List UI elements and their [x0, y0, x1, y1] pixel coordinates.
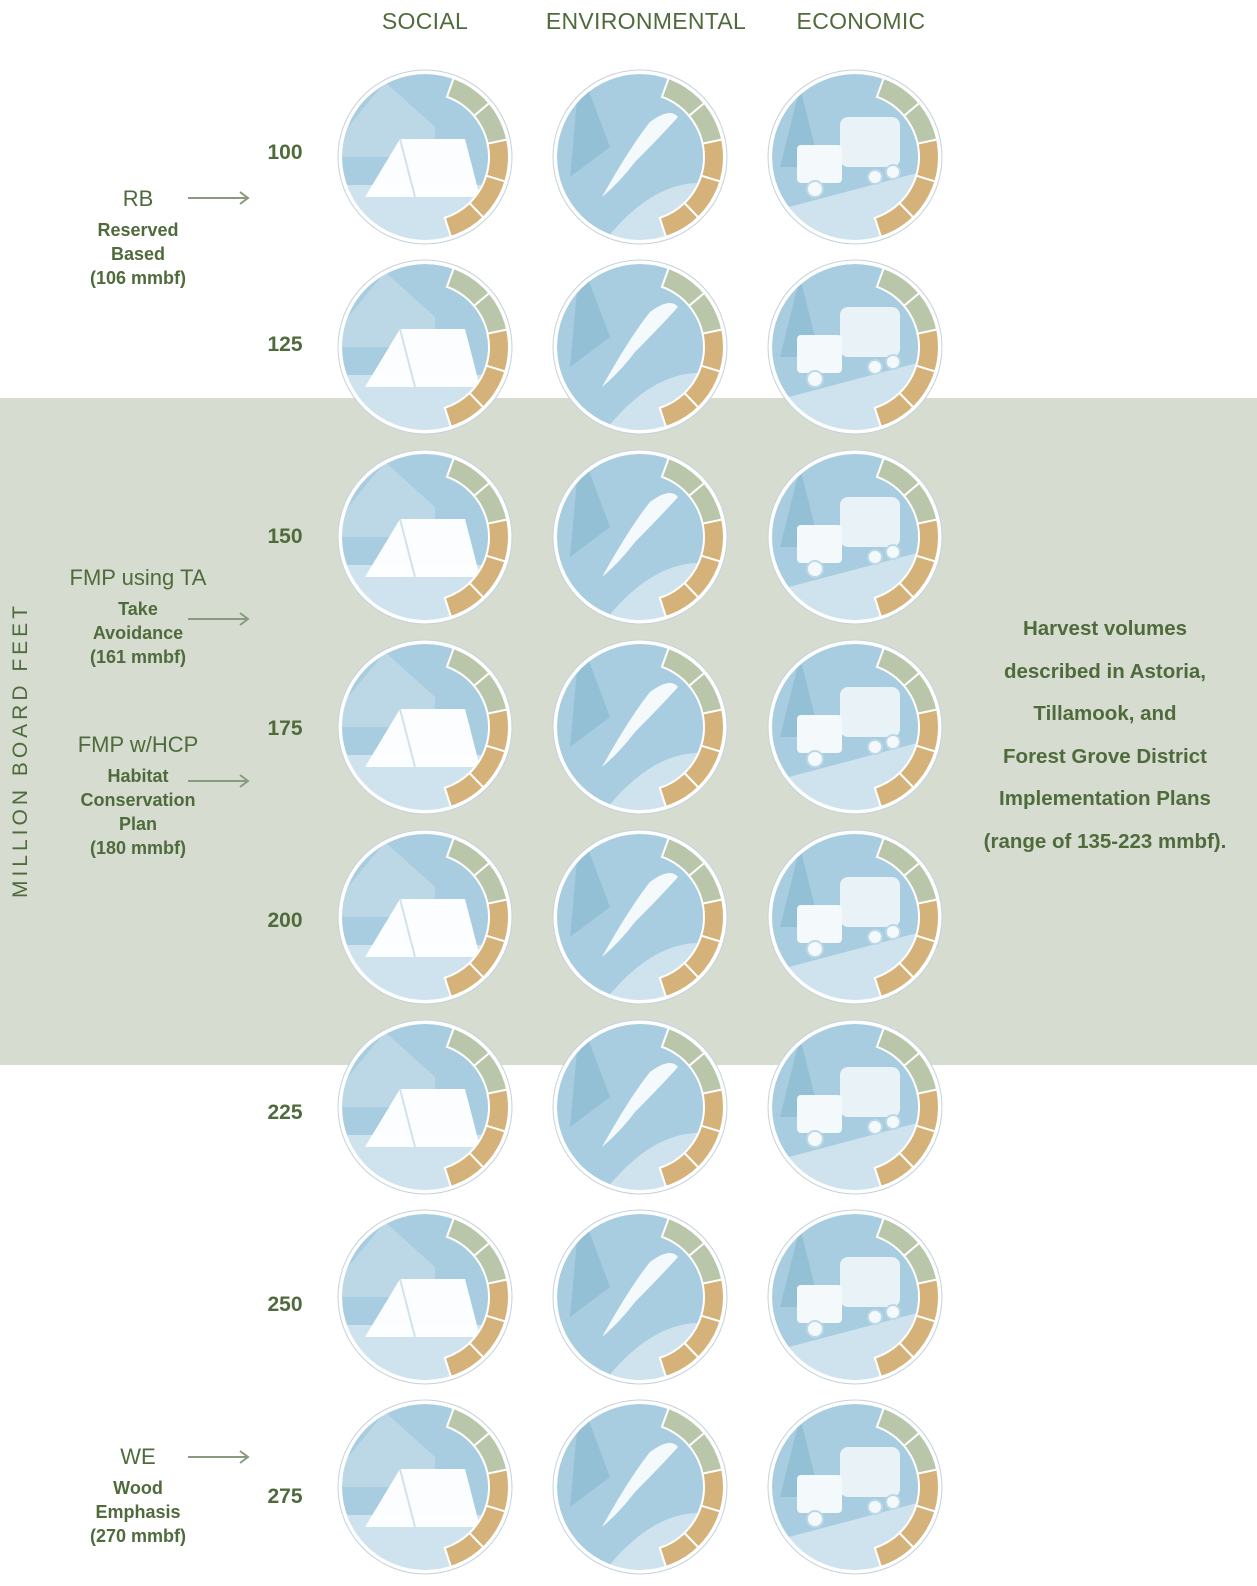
row-value: 100: [267, 141, 303, 164]
row-value: 175: [267, 717, 303, 740]
arrow-right-icon: [188, 1450, 250, 1464]
arrow-right-icon: [188, 191, 250, 205]
column-header-social: SOCIAL: [381, 8, 469, 34]
gauge-salmon-icon: [552, 259, 728, 435]
gauge-salmon-icon: [552, 449, 728, 625]
gauge-tent-icon: [337, 69, 513, 245]
alternative-code: FMP using TA: [69, 565, 207, 590]
alternative-desc-line: Emphasis: [95, 1502, 181, 1522]
gauge-salmon-icon: [552, 1019, 728, 1195]
gauge-logging-truck-icon: [767, 1019, 943, 1195]
alternative-desc-line: (180 mmbf): [89, 838, 187, 858]
alternative-code: RB: [122, 186, 154, 211]
note-line: Implementation Plans: [999, 787, 1211, 810]
gauge-logging-truck-icon: [767, 69, 943, 245]
note-line: Forest Grove District: [1003, 744, 1207, 768]
gauge-tent-icon: [337, 829, 513, 1005]
note-line: described in Astoria,: [1003, 659, 1207, 683]
alternative-desc-line: Reserved: [97, 220, 179, 240]
alternative-rb: RB Reserved Based (106 mmbf): [48, 186, 228, 290]
alternative-code: WE: [120, 1444, 156, 1469]
alternative-we: WE Wood Emphasis (270 mmbf): [48, 1444, 228, 1548]
alternative-desc-line: Plan: [118, 814, 157, 834]
row-value: 125: [267, 333, 303, 356]
row-value: 150: [267, 525, 303, 548]
gauge-tent-icon: [337, 449, 513, 625]
column-header-environmental: ENVIRONMENTAL: [545, 8, 747, 34]
gauge-tent-icon: [337, 1209, 513, 1385]
alternative-code: FMP w/HCP: [77, 732, 199, 757]
gauge-tent-icon: [337, 1399, 513, 1575]
gauge-logging-truck-icon: [767, 829, 943, 1005]
row-value: 200: [267, 909, 303, 932]
gauge-logging-truck-icon: [767, 1209, 943, 1385]
alternative-fmp-ta: FMP using TA Take Avoidance (161 mmbf): [48, 565, 228, 669]
alternative-desc-line: (161 mmbf): [89, 647, 187, 667]
alternative-desc-line: Conservation: [80, 790, 196, 810]
row-value: 275: [267, 1485, 303, 1508]
row-value: 250: [267, 1293, 303, 1316]
gauge-logging-truck-icon: [767, 639, 943, 815]
gauge-logging-truck-icon: [767, 259, 943, 435]
note-line: Tillamook, and: [1033, 702, 1177, 725]
gauge-salmon-icon: [552, 639, 728, 815]
gauge-tent-icon: [337, 259, 513, 435]
column-header-economic: ECONOMIC: [796, 8, 926, 34]
alternative-desc-line: (270 mmbf): [89, 1526, 187, 1546]
gauge-logging-truck-icon: [767, 1399, 943, 1575]
arrow-right-icon: [188, 612, 250, 626]
gauge-salmon-icon: [552, 1399, 728, 1575]
gauge-tent-icon: [337, 1019, 513, 1195]
gauge-salmon-icon: [552, 1209, 728, 1385]
gauge-logging-truck-icon: [767, 449, 943, 625]
alternative-desc-line: Avoidance: [92, 623, 184, 643]
note-line: (range of 135-223 mmbf).: [983, 829, 1227, 853]
gauge-tent-icon: [337, 639, 513, 815]
row-value: 225: [267, 1101, 303, 1124]
alternative-desc-line: (106 mmbf): [89, 268, 187, 288]
gauge-salmon-icon: [552, 69, 728, 245]
arrow-right-icon: [188, 774, 250, 788]
harvest-note: Harvest volumes described in Astoria, Ti…: [965, 608, 1245, 863]
alternative-desc-line: Take: [118, 599, 158, 619]
note-line: Harvest volumes: [1022, 617, 1188, 640]
alternative-desc-line: Wood: [113, 1478, 163, 1498]
gauge-salmon-icon: [552, 829, 728, 1005]
alternative-desc-line: Habitat: [107, 766, 169, 786]
alternative-fmp-hcp: FMP w/HCP Habitat Conservation Plan (180…: [48, 732, 228, 860]
alternative-desc-line: Based: [110, 244, 166, 264]
